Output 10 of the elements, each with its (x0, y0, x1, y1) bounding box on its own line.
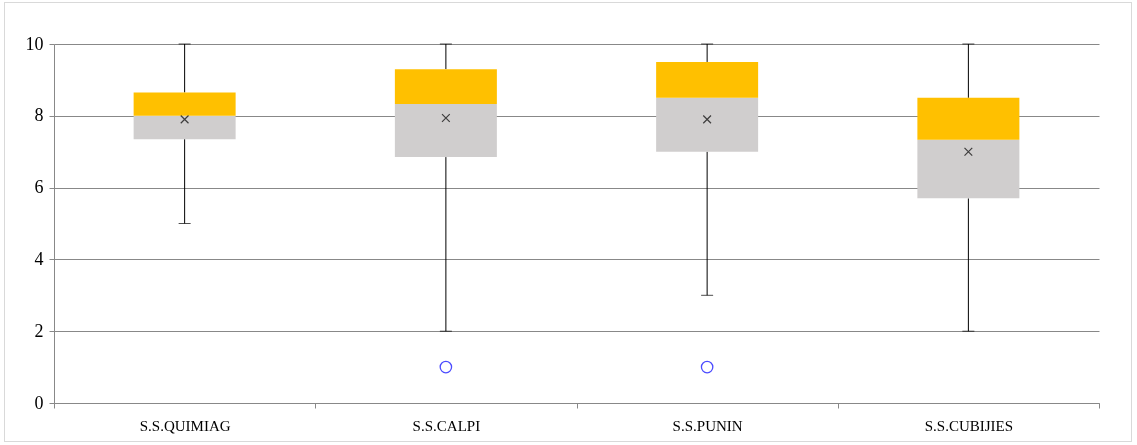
y-tick-label: 8 (34, 105, 44, 126)
y-tick-label: 0 (34, 392, 44, 413)
x-tick-label: S.S.PUNIN (672, 417, 743, 434)
x-tick-label: S.S.QUIMIAG (139, 417, 231, 434)
y-tick-label: 2 (34, 320, 44, 341)
y-tick-label: 10 (25, 33, 44, 54)
y-tick-label: 6 (34, 177, 44, 198)
y-tick-label: 4 (34, 248, 44, 269)
x-tick-label: S.S.CALPI (412, 417, 481, 434)
x-tick-label: S.S.CUBIJIES (924, 417, 1014, 434)
